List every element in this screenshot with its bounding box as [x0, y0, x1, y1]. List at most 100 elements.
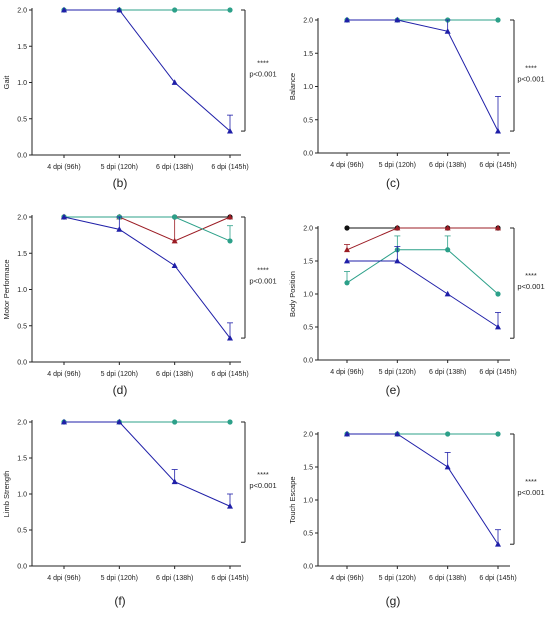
chart-panel: 0.0 0.5 1.0 1.5 2.0 4 dpi (96h) 5 dpi (120h) 6 … — [2, 213, 277, 397]
y-tick-label: 0.5 — [303, 117, 313, 124]
data-point — [227, 7, 233, 13]
series-line — [64, 9, 231, 132]
series-line — [64, 421, 231, 507]
data-point — [344, 16, 350, 23]
x-tick-label: 5 dpi (120h) — [101, 164, 138, 171]
significance-p-value: p<0.001 — [517, 488, 544, 497]
series-line — [64, 216, 231, 242]
data-point — [445, 431, 451, 437]
x-tick-label: 6 dpi (145h) — [211, 575, 248, 582]
significance-stars: **** — [257, 266, 269, 275]
x-tick-label: 5 dpi (120h) — [379, 369, 416, 376]
y-tick-label: 1.0 — [17, 80, 27, 87]
data-point — [172, 214, 178, 220]
data-point — [495, 291, 501, 297]
x-tick-label: 6 dpi (145h) — [211, 371, 248, 378]
data-point — [444, 224, 451, 231]
data-point — [394, 430, 401, 437]
y-axis-label: Balance — [288, 73, 297, 100]
data-point — [61, 6, 67, 13]
x-tick-label: 6 dpi (138h) — [156, 575, 193, 582]
x-tick-label: 6 dpi (145h) — [479, 575, 516, 582]
x-tick-label: 4 dpi (96h) — [47, 164, 80, 171]
y-tick-label: 0.0 — [17, 564, 27, 571]
chart-panel: 0.0 0.5 1.0 1.5 2.0 4 dpi (96h) 5 dpi (120h) 6 … — [288, 16, 545, 190]
data-point — [116, 226, 123, 232]
series-line — [346, 249, 499, 295]
y-tick-label: 1.5 — [303, 465, 313, 472]
data-point — [171, 478, 178, 485]
x-tick-label: 5 dpi (120h) — [101, 575, 138, 582]
significance-p-value: p<0.001 — [249, 277, 276, 286]
y-axis-label: Motor Performace — [2, 259, 11, 319]
data-point — [227, 419, 233, 425]
x-tick-label: 5 dpi (120h) — [379, 575, 416, 582]
series-line — [347, 433, 499, 545]
data-point — [495, 323, 501, 330]
x-tick-label: 6 dpi (145h) — [479, 162, 516, 169]
data-point — [394, 224, 401, 231]
data-point — [344, 225, 350, 231]
data-point — [344, 280, 350, 286]
y-tick-label: 1.5 — [303, 51, 313, 58]
y-axis-label: Gait — [2, 75, 11, 90]
y-tick-label: 0.0 — [303, 358, 313, 365]
x-tick-label: 4 dpi (96h) — [330, 369, 363, 376]
panel-label: (d) — [113, 383, 128, 397]
series-line — [347, 19, 499, 132]
y-axis-label: Body Position — [288, 271, 297, 317]
data-point — [344, 430, 350, 437]
data-point — [394, 257, 401, 264]
data-point — [171, 262, 178, 268]
y-tick-label: 2.0 — [17, 420, 27, 427]
data-point — [344, 257, 350, 264]
data-point — [444, 28, 451, 34]
data-point — [116, 6, 123, 13]
y-tick-label: 0.0 — [17, 153, 27, 160]
significance-p-value: p<0.001 — [517, 282, 544, 291]
data-point — [495, 224, 501, 231]
y-tick-label: 2.0 — [17, 8, 27, 15]
y-tick-label: 1.5 — [303, 259, 313, 266]
x-tick-label: 4 dpi (96h) — [47, 575, 80, 582]
y-tick-label: 0.0 — [303, 151, 313, 158]
panel-label: (e) — [386, 383, 401, 397]
y-tick-label: 1.0 — [303, 84, 313, 91]
y-tick-label: 0.5 — [17, 323, 27, 330]
x-tick-label: 4 dpi (96h) — [330, 162, 363, 169]
y-tick-label: 2.0 — [303, 226, 313, 233]
x-tick-label: 6 dpi (138h) — [156, 164, 193, 171]
chart-panel: 0.0 0.5 1.0 1.5 2.0 4 dpi (96h) 5 dpi (120h) 6 … — [288, 224, 545, 397]
data-point — [172, 7, 178, 13]
x-tick-label: 6 dpi (138h) — [429, 575, 466, 582]
y-tick-label: 1.5 — [17, 456, 27, 463]
y-tick-label: 1.0 — [17, 287, 27, 294]
y-tick-label: 0.5 — [303, 531, 313, 538]
data-point — [344, 246, 350, 253]
significance-stars: **** — [525, 64, 537, 73]
data-point — [172, 419, 178, 425]
significance-p-value: p<0.001 — [249, 481, 276, 490]
data-point — [227, 238, 233, 244]
x-tick-label: 6 dpi (145h) — [479, 369, 516, 376]
series-line — [63, 216, 231, 339]
data-point — [61, 213, 67, 220]
panel-label: (b) — [113, 176, 128, 190]
y-tick-label: 0.5 — [17, 116, 27, 123]
data-point — [171, 79, 178, 85]
x-tick-label: 6 dpi (138h) — [429, 369, 466, 376]
y-tick-label: 1.5 — [17, 44, 27, 51]
x-tick-label: 5 dpi (120h) — [101, 371, 138, 378]
x-tick-label: 4 dpi (96h) — [47, 371, 80, 378]
y-tick-label: 0.5 — [17, 528, 27, 535]
y-tick-label: 2.0 — [17, 215, 27, 222]
data-point — [495, 431, 501, 437]
data-point — [227, 127, 233, 134]
data-point — [495, 17, 501, 23]
data-point — [116, 418, 123, 425]
data-point — [445, 247, 451, 253]
panel-label: (c) — [386, 176, 400, 190]
y-tick-label: 0.5 — [303, 325, 313, 332]
data-point — [61, 418, 67, 425]
